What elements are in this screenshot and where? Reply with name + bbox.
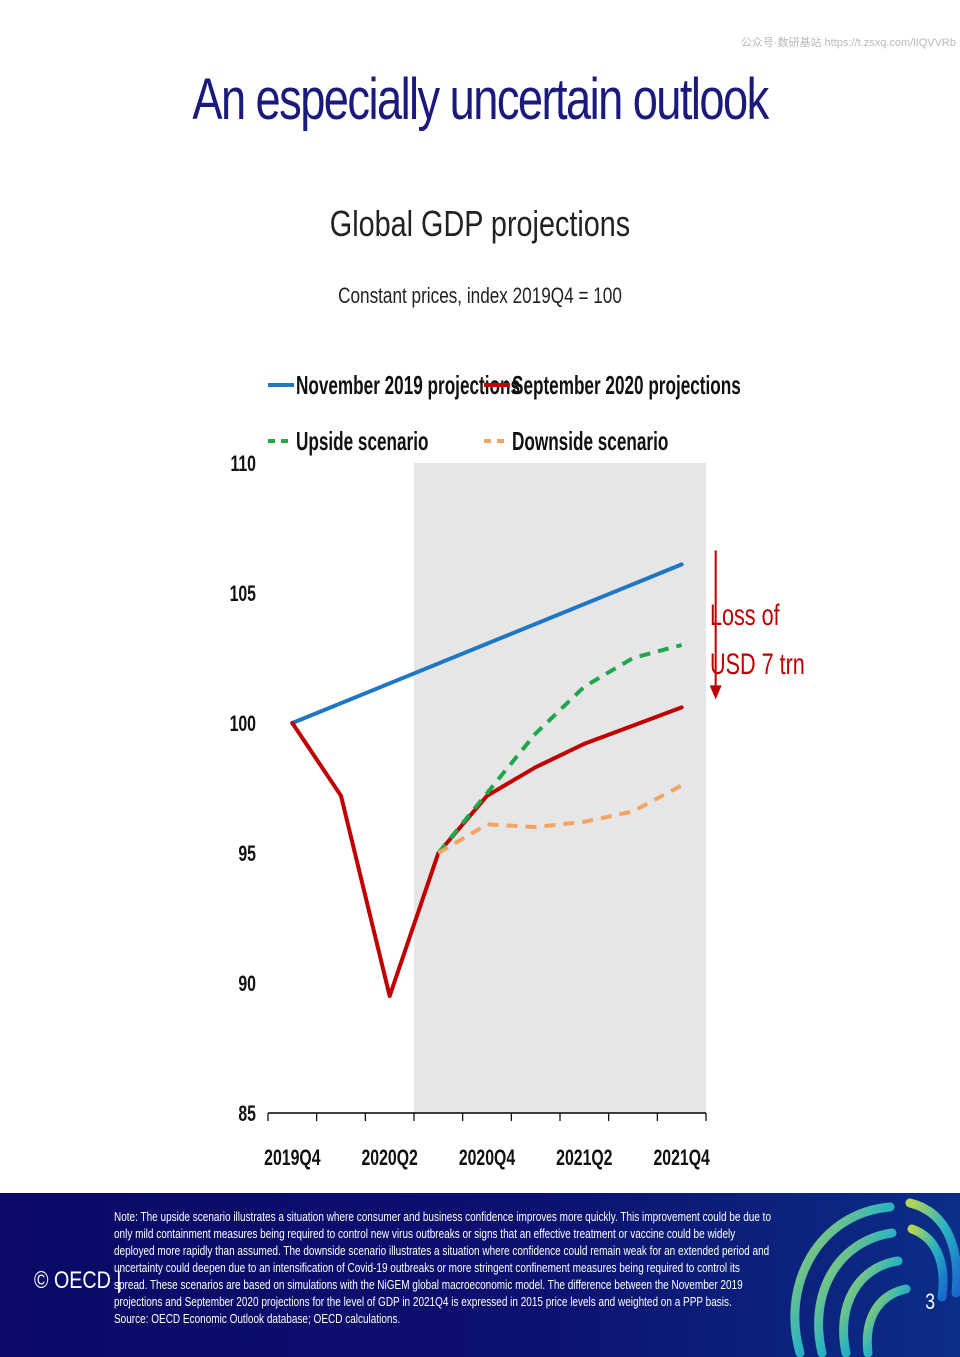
decorative-swirl-graphic <box>790 1198 960 1357</box>
page-title: An especially uncertain outlook <box>192 67 769 132</box>
watermark-url: 公众号·数研基站 https://t.zsxq.com/lIQVVRb <box>740 37 956 49</box>
annotation-line-1: Loss of <box>710 597 780 631</box>
annotation-line-2: USD 7 trn <box>710 646 805 680</box>
series-line <box>436 643 683 855</box>
gdp-line-chart: 2019Q4 2020Q2 2020Q4 2021Q2 2021Q4 85 90 95 100 1… <box>230 370 805 1171</box>
source-text: Source: OECD Economic Outlook database; … <box>114 1312 401 1326</box>
y-tick-label: 85 <box>238 1103 256 1127</box>
legend-label: September 2020 projections <box>512 370 741 400</box>
note-text: Note: The upside scenario illustrates a … <box>114 1210 772 1309</box>
footer-note: Note: The upside scenario illustrates a … <box>114 1209 771 1328</box>
chart-title: Global GDP projections <box>329 203 631 244</box>
x-tick-label: 2020Q4 <box>459 1147 516 1171</box>
oecd-logo-text: © OECD | <box>34 1267 122 1294</box>
legend-label: November 2019 projections <box>296 370 520 400</box>
shaded-projection-region <box>414 463 706 1113</box>
legend-label: Downside scenario <box>512 426 668 456</box>
loss-arrow-head <box>709 685 722 700</box>
legend-label: Upside scenario <box>296 426 428 456</box>
y-tick-label: 90 <box>238 973 256 997</box>
chart-subtitle: Constant prices, index 2019Q4 = 100 <box>338 283 622 308</box>
x-tick-label: 2021Q2 <box>556 1147 612 1171</box>
x-tick-label: 2020Q2 <box>362 1147 418 1171</box>
page-number: 3 <box>924 1289 935 1314</box>
x-tick-label: 2019Q4 <box>264 1147 321 1171</box>
y-tick-label: 100 <box>230 713 256 737</box>
footer: © OECD | Note: The upside scenario illus… <box>0 1193 960 1357</box>
series-line <box>290 705 684 998</box>
y-tick-label: 105 <box>230 583 257 607</box>
x-tick-label: 2021Q4 <box>654 1147 711 1171</box>
series-line <box>437 783 683 855</box>
y-tick-label: 95 <box>238 843 256 867</box>
series-line <box>290 562 684 725</box>
y-tick-label: 110 <box>230 453 256 477</box>
